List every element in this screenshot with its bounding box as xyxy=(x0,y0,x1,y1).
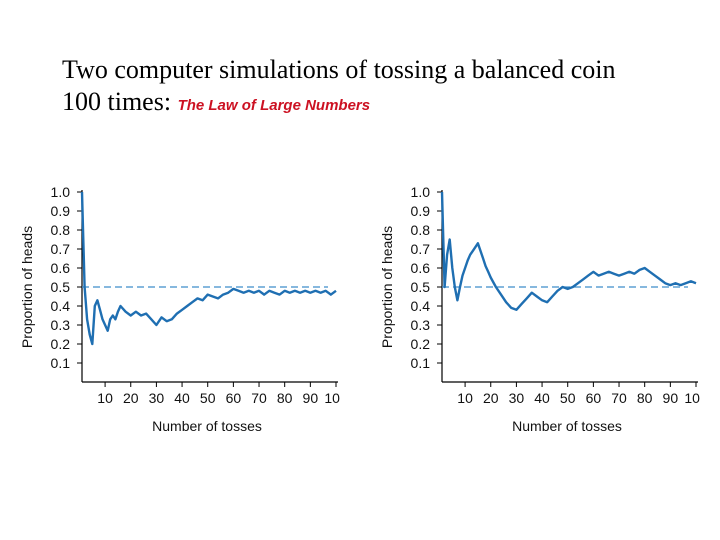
y-tick-label: 0.6 xyxy=(411,260,431,276)
x-tick-label: 100 xyxy=(684,390,700,406)
y-tick-label: 0.9 xyxy=(411,203,431,219)
series-line xyxy=(80,191,337,346)
y-tick-label: 0.5 xyxy=(51,279,71,295)
y-tick-label: 0.8 xyxy=(51,222,71,238)
x-tick-label: 40 xyxy=(534,390,550,406)
x-tick-label: 10 xyxy=(457,390,473,406)
x-tick-label: 30 xyxy=(149,390,165,406)
title-line-2-text: 100 times: xyxy=(62,87,172,116)
y-tick-label: 0.5 xyxy=(411,279,431,295)
x-tick-label: 60 xyxy=(226,390,242,406)
x-tick-label: 60 xyxy=(586,390,602,406)
x-tick-label: 30 xyxy=(509,390,525,406)
x-tick-label: 50 xyxy=(560,390,576,406)
x-tick-label: 90 xyxy=(663,390,679,406)
y-tick-label: 0.7 xyxy=(411,241,431,257)
y-tick-label: 0.4 xyxy=(51,298,71,314)
slide-title: Two computer simulations of tossing a ba… xyxy=(62,54,702,122)
series-line xyxy=(440,191,697,312)
y-axis-title: Proportion of heads xyxy=(379,226,395,348)
y-tick-label: 0.1 xyxy=(411,355,431,371)
x-axis-title: Number of tosses xyxy=(512,418,622,434)
y-tick-label: 0.2 xyxy=(411,336,431,352)
y-tick-label: 0.2 xyxy=(51,336,71,352)
x-axis-title: Number of tosses xyxy=(152,418,262,434)
y-tick-label: 0.9 xyxy=(51,203,71,219)
x-tick-label: 40 xyxy=(174,390,190,406)
x-tick-label: 70 xyxy=(251,390,267,406)
x-tick-label: 80 xyxy=(277,390,293,406)
chart-left: 0.1 0.2 0.3 0.4 0.5 0.6 0.7 0.8 0.9 1.0 10 20 30 40 50… xyxy=(19,184,340,434)
x-tick-label: 20 xyxy=(483,390,499,406)
x-tick-label: 20 xyxy=(123,390,139,406)
x-tick-label: 50 xyxy=(200,390,216,406)
y-tick-label: 1.0 xyxy=(411,184,431,200)
y-tick-label: 0.3 xyxy=(51,317,71,333)
subtitle: The Law of Large Numbers xyxy=(177,97,371,114)
title-line-1: Two computer simulations of tossing a ba… xyxy=(62,55,616,84)
y-tick-label: 0.4 xyxy=(411,298,431,314)
x-tick-label: 10 xyxy=(97,390,113,406)
x-tick-label: 100 xyxy=(324,390,340,406)
y-tick-label: 0.8 xyxy=(411,222,431,238)
y-tick-label: 0.3 xyxy=(411,317,431,333)
x-tick-label: 70 xyxy=(611,390,627,406)
chart-right: 0.1 0.2 0.3 0.4 0.5 0.6 0.7 0.8 0.9 1.0 10 20 30 40 50… xyxy=(379,184,700,434)
x-tick-label: 90 xyxy=(303,390,319,406)
x-tick-label: 80 xyxy=(637,390,653,406)
y-axis-title: Proportion of heads xyxy=(19,226,35,348)
y-tick-label: 0.6 xyxy=(51,260,71,276)
y-tick-label: 0.7 xyxy=(51,241,71,257)
y-tick-label: 1.0 xyxy=(51,184,71,200)
title-line-2: 100 times: The Law of Large Numbers xyxy=(62,86,702,122)
y-tick-label: 0.1 xyxy=(51,355,71,371)
